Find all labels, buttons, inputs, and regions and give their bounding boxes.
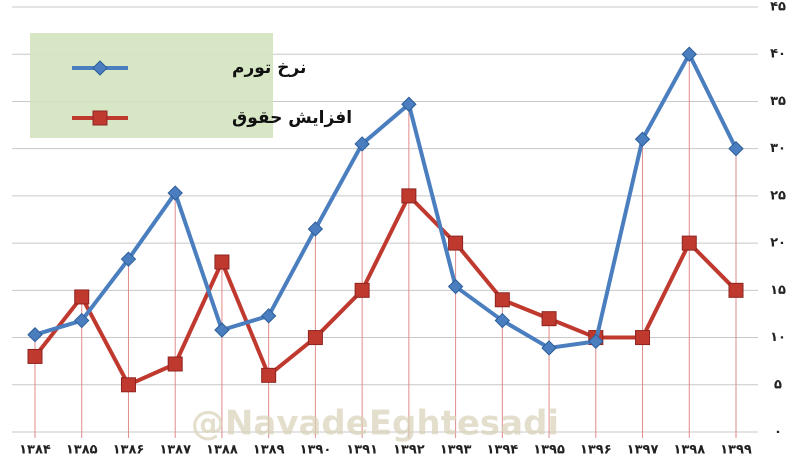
x-tick-label: ۱۳۹۷ (627, 443, 659, 458)
marker (354, 282, 370, 298)
marker (634, 131, 651, 147)
watermark: @NavadeEghtesadi (191, 404, 559, 444)
y-tick-label: ۴۵ (770, 0, 786, 15)
marker (681, 46, 697, 62)
legend: نرخ تورم افزایش حقوق (72, 58, 352, 128)
marker (541, 311, 557, 327)
marker (401, 188, 417, 204)
marker (74, 289, 90, 305)
marker (494, 312, 511, 329)
marker (728, 140, 744, 157)
x-tick-label: ۱۳۸۵ (66, 443, 98, 458)
y-tick-label: ۱۵ (770, 283, 786, 298)
y-tick-label: ۱۰ (770, 330, 786, 345)
marker (27, 348, 43, 364)
y-tick-label: ۰ (774, 425, 782, 440)
y-tick-label: ۲۰ (770, 236, 786, 251)
x-tick-label: ۱۳۹۹ (720, 443, 752, 458)
x-tick-label: ۱۳۹۳ (440, 443, 472, 458)
legend-box (30, 33, 273, 138)
marker (214, 254, 230, 270)
marker (588, 333, 604, 350)
series-line (34, 52, 738, 350)
x-tick-label: ۱۳۸۶ (113, 443, 145, 458)
legend-label: افزایش حقوق (232, 108, 352, 128)
marker (728, 282, 744, 298)
marker (120, 377, 136, 393)
plot (27, 46, 744, 393)
y-tick-label: ۳۵ (770, 94, 786, 109)
marker (260, 308, 277, 324)
y-tick-label: ۳۰ (770, 141, 786, 156)
x-tick-label: ۱۳۹۶ (580, 443, 612, 458)
y-tick-label: ۴۰ (770, 47, 786, 62)
x-tick-label: ۱۳۹۸ (673, 443, 705, 458)
x-tick-label: ۱۳۸۷ (159, 443, 191, 458)
marker (635, 330, 651, 346)
marker (681, 235, 697, 251)
marker (27, 327, 43, 343)
x-tick-label: ۱۳۹۵ (533, 443, 565, 458)
legend-label: نرخ تورم (232, 58, 306, 78)
y-tick-label: ۵ (774, 377, 782, 392)
x-tick-label: ۱۳۸۴ (19, 443, 51, 458)
x-tick-label: ۱۳۹۲ (393, 443, 425, 458)
x-tick-label: ۱۳۸۹ (253, 443, 285, 458)
marker (92, 110, 108, 126)
marker (494, 292, 510, 308)
x-tick-label: ۱۳۹۴ (486, 443, 518, 458)
marker (448, 235, 464, 251)
marker (74, 312, 90, 329)
y-tick-label: ۲۵ (770, 188, 786, 203)
marker (92, 60, 108, 76)
marker (167, 356, 183, 372)
marker (214, 322, 230, 338)
x-tick-label: ۱۳۸۸ (206, 443, 238, 458)
marker (541, 340, 557, 356)
marker (354, 136, 370, 152)
marker (307, 330, 323, 346)
marker (307, 221, 324, 237)
marker (120, 251, 137, 267)
x-tick-label: ۱۳۹۱ (346, 443, 378, 458)
marker (261, 367, 277, 383)
marker (447, 278, 464, 295)
marker (401, 96, 417, 112)
series-line (33, 193, 738, 387)
marker (167, 185, 183, 201)
x-tick-label: ۱۳۹۰ (300, 443, 332, 458)
